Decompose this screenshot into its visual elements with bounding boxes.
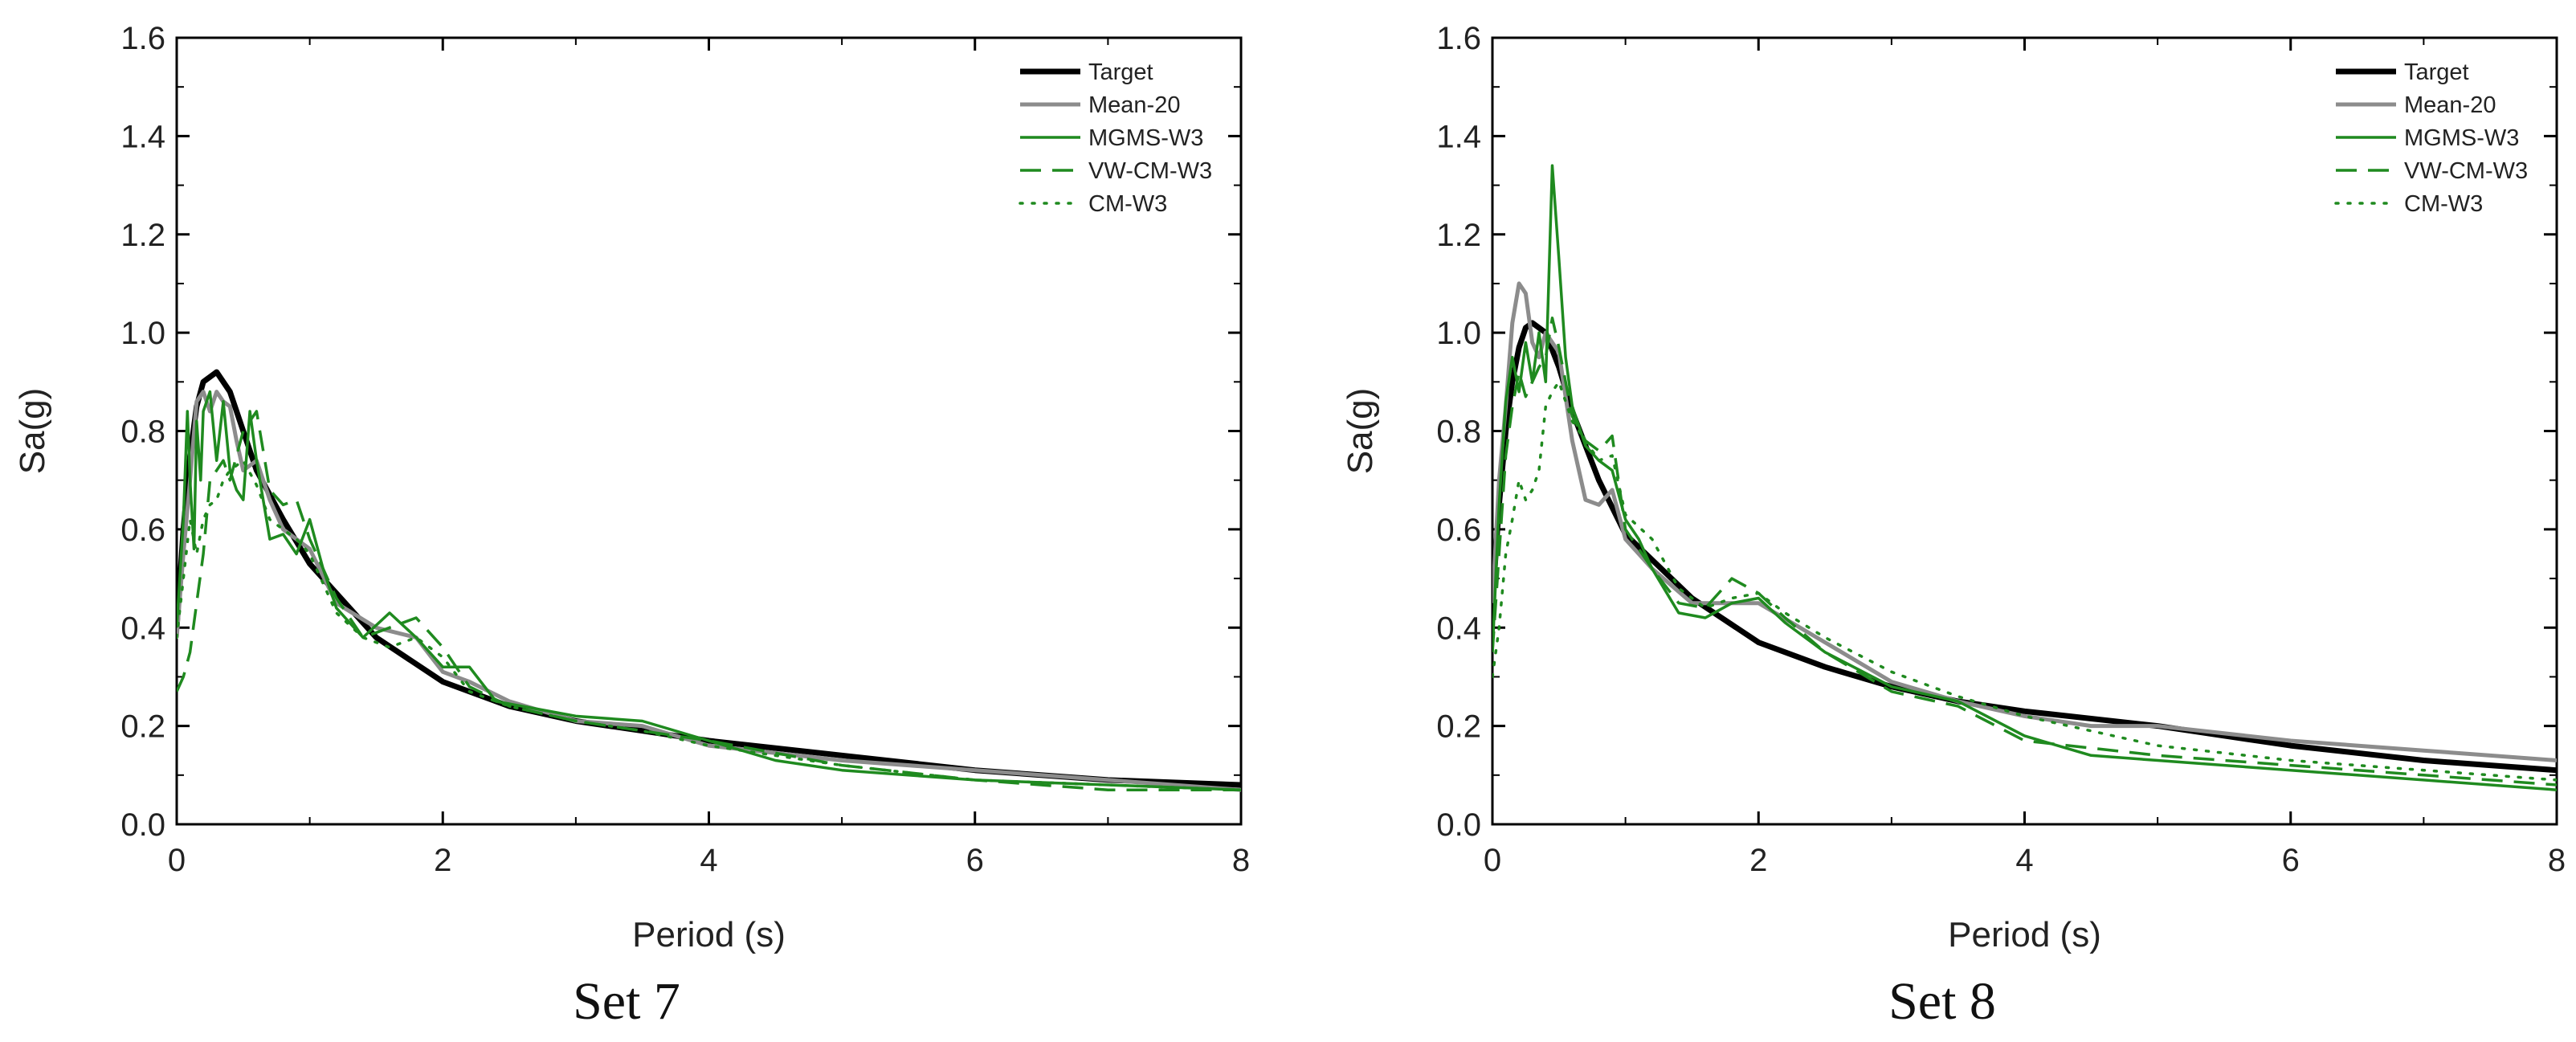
chart-panel-1: 0.0 0.2 0.4 0.6 0.8 1.0 1.2 1.4 1.6 0 2 4 6 8 Period (… <box>13 21 1250 1031</box>
y-tick-label: 1.6 <box>1436 21 1481 56</box>
x-tick-label: 4 <box>2015 843 2033 878</box>
y-tick-label: 0.6 <box>120 513 165 548</box>
series-line-target <box>1492 320 2557 774</box>
y-tick-label: 1.0 <box>120 316 165 351</box>
x-tick-label: 4 <box>700 843 717 878</box>
y-tick-label: 1.2 <box>120 218 165 253</box>
chart-caption: Set 8 <box>1888 972 1996 1031</box>
plot-frame <box>1491 36 2558 826</box>
y-tick-label: 1.4 <box>1436 119 1481 154</box>
y-axis-title: Sa(g) <box>1341 388 1380 475</box>
series-group <box>1492 164 2557 791</box>
y-tick-label: 1.0 <box>1436 316 1481 351</box>
x-tick-label: 0 <box>1484 843 1501 878</box>
y-tick-label: 1.4 <box>120 119 165 154</box>
x-tick-label: 6 <box>966 843 984 878</box>
x-axis-title: Period (s) <box>1948 915 2101 954</box>
legend-label: Target <box>2404 59 2469 85</box>
series-line-target <box>177 369 1241 788</box>
y-tick-label: 0.6 <box>1436 513 1481 548</box>
y-tick-label: 0.0 <box>120 807 165 843</box>
series-line-vw-cm-w3 <box>1492 317 2557 787</box>
legend-label: Target <box>1088 59 1153 85</box>
series-line-vw-cm-w3 <box>177 410 1241 791</box>
y-tick-label: 0.4 <box>120 611 165 646</box>
legend-label: MGMS-W3 <box>2404 125 2519 151</box>
y-tick-label: 1.2 <box>1436 218 1481 253</box>
x-tick-label: 8 <box>1232 843 1250 878</box>
legend-label: Mean-20 <box>1088 92 1180 118</box>
legend-label: VW-CM-W3 <box>2404 158 2528 184</box>
legend-label: CM-W3 <box>2404 191 2483 217</box>
chart-caption: Set 7 <box>573 972 680 1031</box>
legend-label: VW-CM-W3 <box>1088 158 1212 184</box>
chart-panel-2: 0.0 0.2 0.4 0.6 0.8 1.0 1.2 1.4 1.6 0 2 4 6 8 Period (… <box>1341 21 2566 1031</box>
y-tick-label: 0.8 <box>120 415 165 450</box>
legend: Target Mean-20 MGMS-W3 VW-CM-W3 CM-W3 <box>1019 59 1212 217</box>
legend: Target Mean-20 MGMS-W3 VW-CM-W3 CM-W3 <box>2334 59 2528 217</box>
plot-frame <box>175 36 1243 826</box>
x-tick-label: 2 <box>1749 843 1767 878</box>
x-axis-title: Period (s) <box>632 915 786 954</box>
legend-label: MGMS-W3 <box>1088 125 1203 151</box>
legend-label: CM-W3 <box>1088 191 1167 217</box>
series-line-cm-w3 <box>1492 380 2557 782</box>
y-tick-label: 0.2 <box>1436 709 1481 745</box>
legend-label: Mean-20 <box>2404 92 2496 118</box>
y-axis-title: Sa(g) <box>13 388 52 475</box>
series-line-mgms-w3 <box>177 390 1241 791</box>
y-tick-label: 0.8 <box>1436 415 1481 450</box>
series-line-mean-20 <box>1492 281 2557 762</box>
y-tick-label: 0.4 <box>1436 611 1481 646</box>
series-group <box>177 369 1241 792</box>
series-line-mgms-w3 <box>1492 164 2557 791</box>
y-tick-label: 1.6 <box>120 21 165 56</box>
y-tick-label: 0.0 <box>1436 807 1481 843</box>
x-tick-label: 6 <box>2282 843 2300 878</box>
x-tick-label: 8 <box>2548 843 2566 878</box>
x-tick-label: 0 <box>168 843 186 878</box>
y-tick-label: 0.2 <box>120 709 165 745</box>
x-tick-label: 2 <box>434 843 451 878</box>
